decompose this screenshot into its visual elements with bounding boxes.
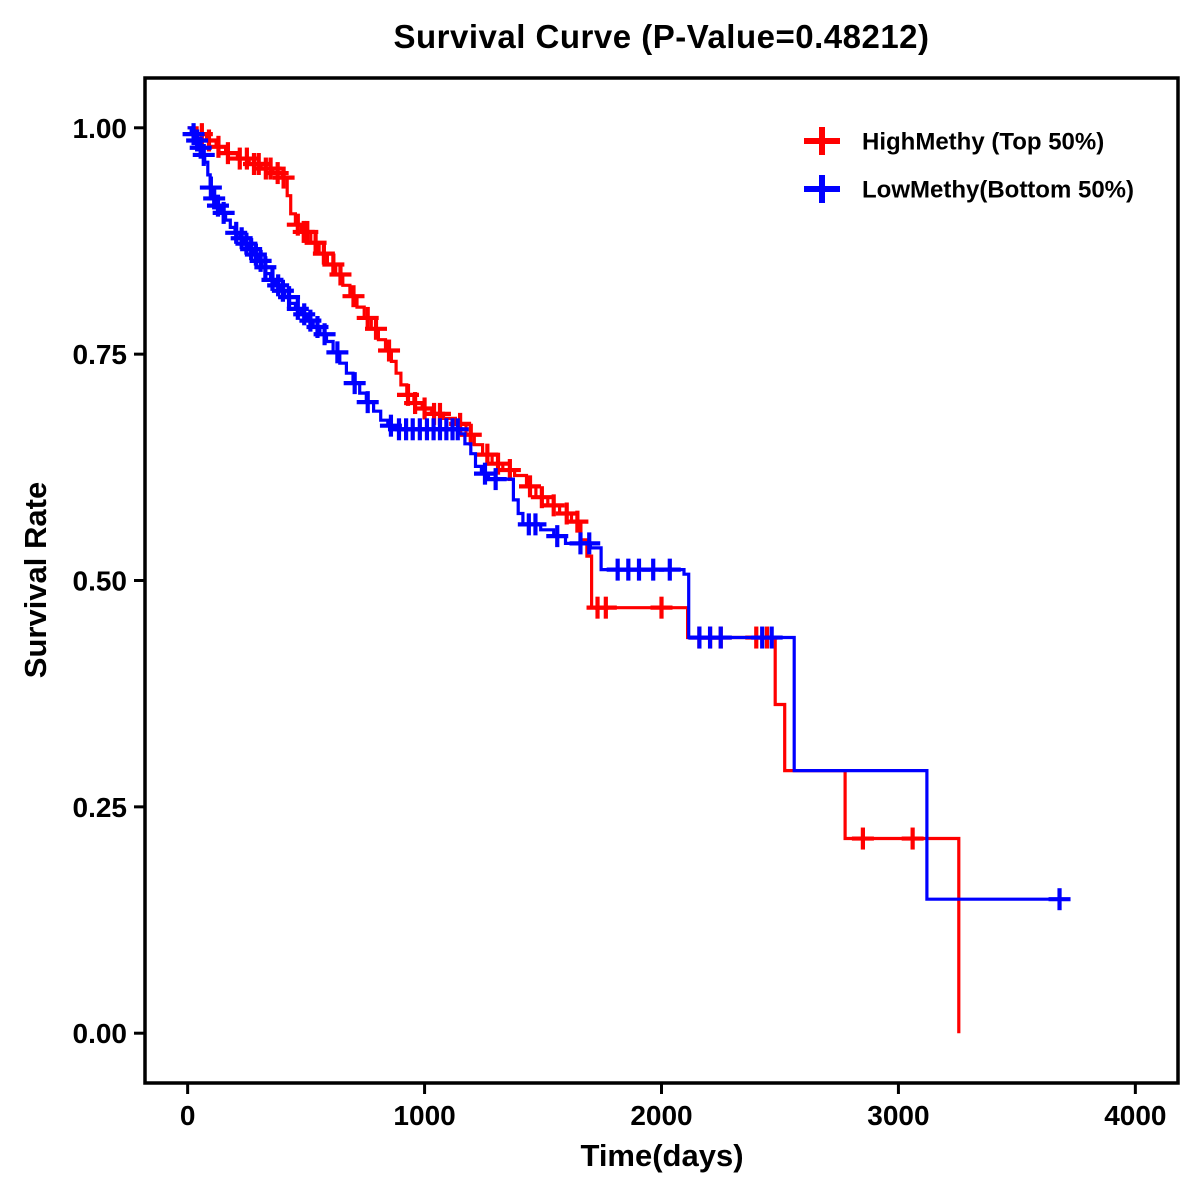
y-axis-label: Survival Rate (18, 481, 53, 679)
legend-item-highmethy: HighMethy (Top 50%) (804, 127, 1104, 156)
x-tick-label: 2000 (630, 1100, 692, 1131)
legend-item-lowmethy: LowMethy(Bottom 50%) (804, 175, 1134, 204)
legend-label-lowmethy: LowMethy(Bottom 50%) (862, 177, 1134, 204)
y-tick-label: 1.00 (73, 113, 128, 144)
chart-title: Survival Curve (P-Value=0.48212) (393, 18, 930, 55)
y-tick-label: 0.75 (73, 339, 128, 370)
x-axis-label: Time(days) (580, 1138, 744, 1173)
x-tick-label: 0 (180, 1100, 196, 1131)
x-tick-label: 1000 (393, 1100, 455, 1131)
curve-highmethy (187, 126, 961, 1034)
y-tick-label: 0.00 (73, 1018, 128, 1049)
legend-label-highmethy: HighMethy (Top 50%) (862, 129, 1104, 156)
y-tick-label: 0.50 (73, 566, 128, 597)
x-tick-label: 4000 (1104, 1100, 1166, 1131)
series-lowmethy (182, 123, 1071, 911)
series-highmethy (187, 123, 961, 1034)
y-tick-label: 0.25 (73, 792, 128, 823)
x-tick-label: 3000 (867, 1100, 929, 1131)
